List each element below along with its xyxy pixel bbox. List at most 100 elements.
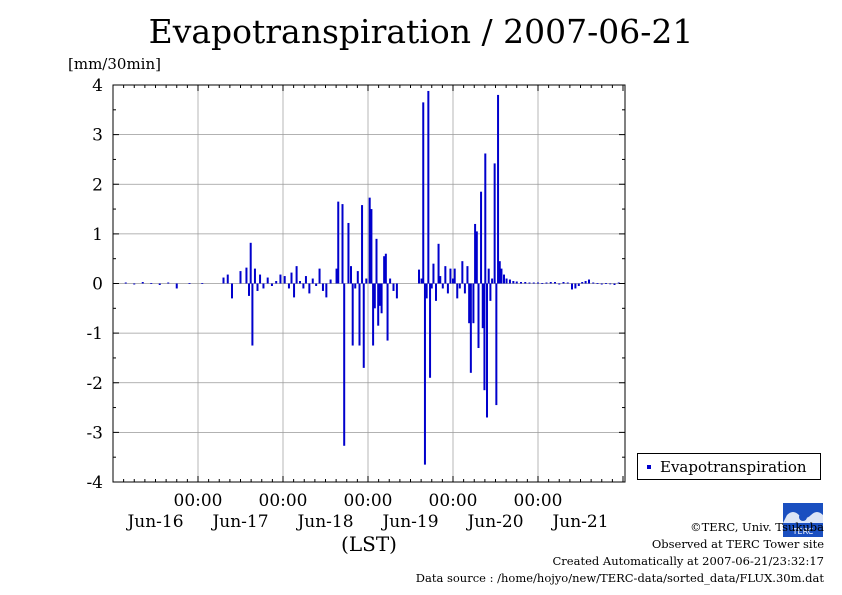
x-day-label: Jun-20 [465,512,523,532]
data-bar [498,261,501,284]
data-bar [343,283,346,446]
footer-source: Data source : /home/hojyo/new/TERC-data/… [415,571,824,585]
data-bar [337,201,340,284]
data-bar [266,277,269,284]
data-bar [321,283,324,291]
data-bar [392,283,395,291]
y-axis-unit-label: [mm/30min] [68,55,161,73]
data-bar [613,283,616,285]
data-bar [427,90,430,284]
data-bar [275,281,278,284]
data-bar [302,283,305,289]
data-bar [495,283,498,406]
footer-site: Observed at TERC Tower site [651,537,824,551]
data-bar [222,277,225,284]
data-bar [574,283,577,289]
footer-copyright: ©TERC, Univ. Tsukuba [690,520,824,534]
data-bar [256,283,259,291]
data-bar [472,283,475,324]
data-bar [486,283,488,418]
data-bar [377,283,380,326]
data-bar [469,283,472,373]
data-bar [188,283,191,284]
data-bar [253,268,256,284]
x-day-label: Jun-18 [295,512,353,532]
data-bar [351,283,354,346]
data-bar [386,283,389,341]
data-bar [422,102,425,284]
data-bar [466,266,469,284]
data-bar [483,283,486,391]
data-bar [491,278,494,284]
data-bar [532,282,535,284]
data-bar [493,163,496,284]
y-tick-label: 0 [92,275,103,295]
x-day-label: Jun-21 [550,512,608,532]
data-bar [475,231,478,284]
y-tick-label: 1 [92,225,103,245]
chart-title: Evapotranspiration / 2007-06-21 [148,12,694,51]
data-bar [259,274,262,284]
x-time-label: 00:00 [429,491,478,511]
data-bar [368,197,371,284]
data-bar [245,267,248,284]
data-bar [299,281,301,284]
x-axis-label: (LST) [341,532,397,556]
data-bar [497,94,500,284]
data-bar [605,283,607,284]
data-bar [481,283,484,329]
data-bar [435,283,437,301]
data-bar [356,271,359,284]
data-bar [571,283,573,290]
data-bar [449,268,452,284]
data-bar [283,276,286,284]
data-bar [617,282,620,284]
legend-label: Evapotranspiration [660,458,807,476]
data-bar [441,283,444,289]
data-bar [375,238,378,284]
data-bar [358,283,361,346]
data-bar [456,283,459,299]
x-time-label: 00:00 [259,491,308,511]
data-bar [461,261,464,284]
data-bar [248,283,250,296]
y-axis-ticks: 4 3 2 1 0 -1 -2 -3 -4 [86,76,625,493]
data-bar [420,278,423,284]
data-bar [251,283,254,346]
data-bar [487,268,490,284]
x-day-label: Jun-17 [210,512,268,532]
data-bar [444,266,447,284]
data-bar [373,283,376,309]
data-bar [480,191,483,284]
data-bar [609,283,612,285]
data-bar [380,283,383,314]
data-bar [554,282,556,284]
y-tick-label: -4 [86,473,103,493]
data-bar [315,283,318,286]
data-bar [362,283,365,368]
data-bar [124,282,127,284]
data-bar [515,281,518,284]
data-bar [226,274,229,284]
data-bar [484,153,487,284]
data-bar [308,283,311,294]
data-bar [468,283,471,324]
data-bar [290,272,293,284]
legend-swatch [647,465,651,469]
y-tick-label: -3 [86,423,103,443]
data-bar [262,283,265,289]
data-bar [311,278,314,284]
data-bar [175,283,178,289]
data-bars [116,90,620,465]
data-bar [524,282,527,284]
data-bar [562,282,565,284]
data-bar [453,268,456,284]
data-bar [508,279,511,284]
data-bar [141,282,144,284]
data-bar [335,268,338,284]
data-bar [304,276,307,284]
x-day-label: Jun-16 [125,512,183,532]
data-bar [231,283,233,299]
data-bar [370,209,373,284]
